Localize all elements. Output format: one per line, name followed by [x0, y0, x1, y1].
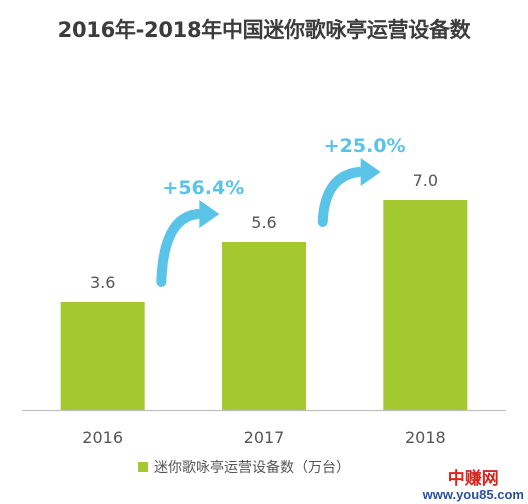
bar-2017	[222, 242, 306, 410]
x-tick-label-2017: 2017	[244, 428, 285, 447]
growth-arrow-head-2018	[360, 158, 381, 186]
growth-label-2018: +25.0%	[324, 135, 406, 157]
growth-arrow-shaft-2017	[156, 209, 203, 287]
data-label-2016: 3.6	[90, 273, 115, 292]
watermark: 中赚网 www.you85.com	[422, 468, 524, 503]
watermark-site-name: 中赚网	[447, 468, 499, 489]
growth-arrow-head-2017	[199, 200, 220, 228]
chart-title: 2016年-2018年中国迷你歌咏亭运营设备数	[57, 18, 471, 42]
legend-label: 迷你歌咏亭运营设备数（万台）	[154, 459, 350, 476]
legend-swatch	[138, 462, 148, 472]
bar-2016	[60, 302, 145, 410]
bar-2018	[383, 200, 468, 410]
growth-arrow-shaft-2018	[317, 167, 364, 227]
data-label-2017: 5.6	[251, 213, 276, 232]
x-tick-label-2018: 2018	[405, 428, 446, 447]
x-tick-label-2016: 2016	[82, 428, 123, 447]
data-label-2018: 7.0	[413, 171, 438, 190]
watermark-url: www.you85.com	[422, 487, 524, 503]
growth-label-2017: +56.4%	[162, 177, 244, 199]
